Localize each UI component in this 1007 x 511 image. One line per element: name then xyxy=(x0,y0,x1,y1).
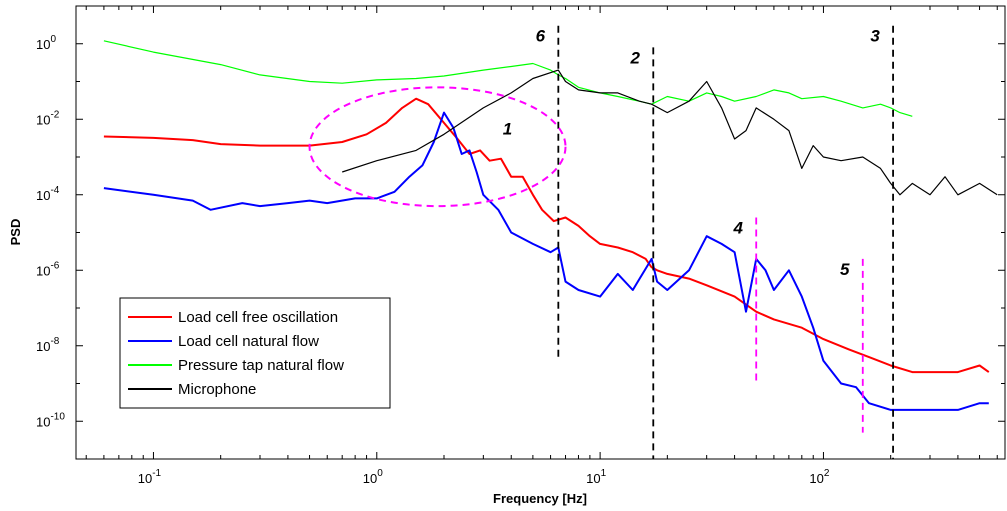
y-tick-label: 10-10 xyxy=(36,411,65,429)
y-tick-label: 100 xyxy=(36,34,56,52)
y-tick-exponent: -2 xyxy=(50,109,59,120)
x-axis-title: Frequency [Hz] xyxy=(493,491,587,506)
series-line-1 xyxy=(103,97,990,374)
x-tick-exponent: 0 xyxy=(377,468,383,479)
y-tick-label: 10-8 xyxy=(36,336,60,354)
legend: Load cell free oscillation Load cell natu… xyxy=(119,297,391,409)
x-tick-exponent: 1 xyxy=(601,468,607,479)
axis-ticks xyxy=(76,5,1005,460)
y-tick-exponent: -8 xyxy=(50,336,59,347)
x-tick-label: 100 xyxy=(363,468,383,486)
annotation-label-2: 2 xyxy=(630,48,641,67)
annotation-label-4: 4 xyxy=(732,218,743,237)
annotation-label-3: 3 xyxy=(870,27,880,46)
y-tick-label: 10-2 xyxy=(36,109,60,127)
vertical-lines: 6 2 3 4 5 xyxy=(536,25,894,459)
x-tick-exponent: -1 xyxy=(152,468,161,479)
y-tick-exponent: -4 xyxy=(50,185,59,196)
series-line-3 xyxy=(103,40,913,117)
y-axis-title: PSD xyxy=(8,219,23,246)
ellipse-annotation: 1 xyxy=(308,86,567,208)
x-tick-label: 102 xyxy=(809,468,829,486)
ellipse-outline xyxy=(308,86,567,208)
y-tick-exponent: -10 xyxy=(50,411,65,422)
legend-label-1: Load cell free oscillation xyxy=(178,309,338,326)
x-tick-label: 10-1 xyxy=(138,468,162,486)
y-tick-exponent: -6 xyxy=(50,260,59,271)
series-line-4 xyxy=(342,69,998,196)
series-line-2 xyxy=(103,111,989,411)
y-tick-exponent: 0 xyxy=(50,34,56,45)
y-tick-labels: 100 10-2 10-4 10-6 10-8 10-10 xyxy=(36,34,65,430)
annotation-label-1: 1 xyxy=(503,120,512,139)
annotation-label-5: 5 xyxy=(840,260,850,279)
x-tick-exponent: 2 xyxy=(824,468,830,479)
annotation-label-6: 6 xyxy=(536,27,546,46)
x-tick-label: 101 xyxy=(586,468,606,486)
x-tick-labels: 10-1 100 101 102 xyxy=(138,468,830,486)
series-layer xyxy=(103,40,998,411)
legend-label-2: Load cell natural flow xyxy=(178,333,319,350)
legend-label-4: Microphone xyxy=(178,381,256,398)
y-tick-label: 10-6 xyxy=(36,260,60,278)
legend-label-3: Pressure tap natural flow xyxy=(178,357,344,374)
y-tick-label: 10-4 xyxy=(36,185,60,203)
